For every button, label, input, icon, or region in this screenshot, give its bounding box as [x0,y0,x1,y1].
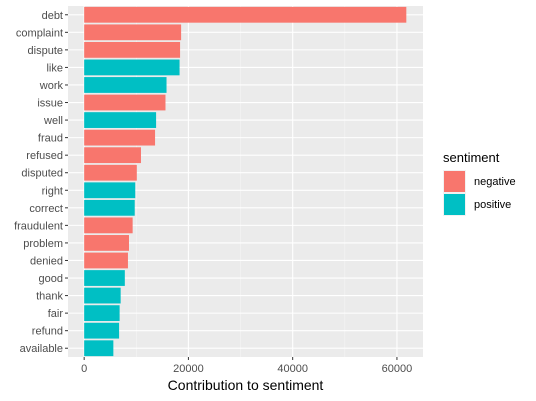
bar-problem [84,235,129,251]
legend-title: sentiment [443,150,500,165]
legend-key-positive [444,194,465,215]
legend-key-negative [444,171,465,192]
y-tick-label-right: right [42,185,63,197]
bar-complaint [84,24,182,41]
bar-right [84,182,136,199]
bar-refused [84,147,141,164]
bar-debt [84,6,407,23]
bar-fraudulent [84,217,133,234]
bar-disputed [84,164,137,181]
y-tick-label-thank: thank [36,291,63,303]
bar-issue [84,94,166,111]
x-tick-label: 0 [81,363,87,375]
bar-available [84,340,114,357]
y-tick-label-like: like [46,62,63,74]
y-tick-label-work: work [39,80,64,92]
legend-label-negative: negative [474,176,516,188]
y-tick-label-well: well [43,115,63,127]
bar-fair [84,305,120,322]
bar-good [84,270,125,286]
bar-denied [84,252,128,269]
y-tick-label-correct: correct [29,203,63,215]
y-tick-label-fraudulent: fraudulent [14,220,63,232]
bar-refund [84,322,120,339]
bars [84,6,407,357]
legend: sentiment negative positive [443,150,516,216]
y-tick-label-refund: refund [32,326,63,338]
bar-fraud [84,129,156,146]
bar-dispute [84,41,181,58]
y-tick-label-debt: debt [42,10,63,22]
y-tick-label-fraud: fraud [38,133,63,145]
x-tick-label: 20000 [173,363,204,375]
plot-panel [68,6,423,357]
y-tick-label-complaint: complaint [16,27,63,39]
x-tick-label: 40000 [277,363,308,375]
legend-label-positive: positive [474,199,511,211]
bar-thank [84,287,121,304]
y-tick-label-refused: refused [26,150,63,162]
x-axis: 0 20000 40000 60000 [81,357,412,375]
y-tick-label-denied: denied [30,255,63,267]
y-tick-label-disputed: disputed [21,168,63,180]
y-tick-label-fair: fair [48,308,64,320]
y-tick-label-issue: issue [37,98,63,110]
x-tick-label: 60000 [382,363,413,375]
x-axis-title: Contribution to sentiment [168,377,324,393]
y-axis: debt complaint dispute like work issue well fra… [14,10,68,355]
y-tick-label-dispute: dispute [28,45,63,57]
y-tick-label-problem: problem [23,238,63,250]
bar-work [84,77,167,93]
y-tick-label-good: good [39,273,63,285]
y-tick-label-available: available [20,343,63,355]
bar-well [84,112,157,128]
bar-like [84,59,180,76]
bar-correct [84,199,135,216]
